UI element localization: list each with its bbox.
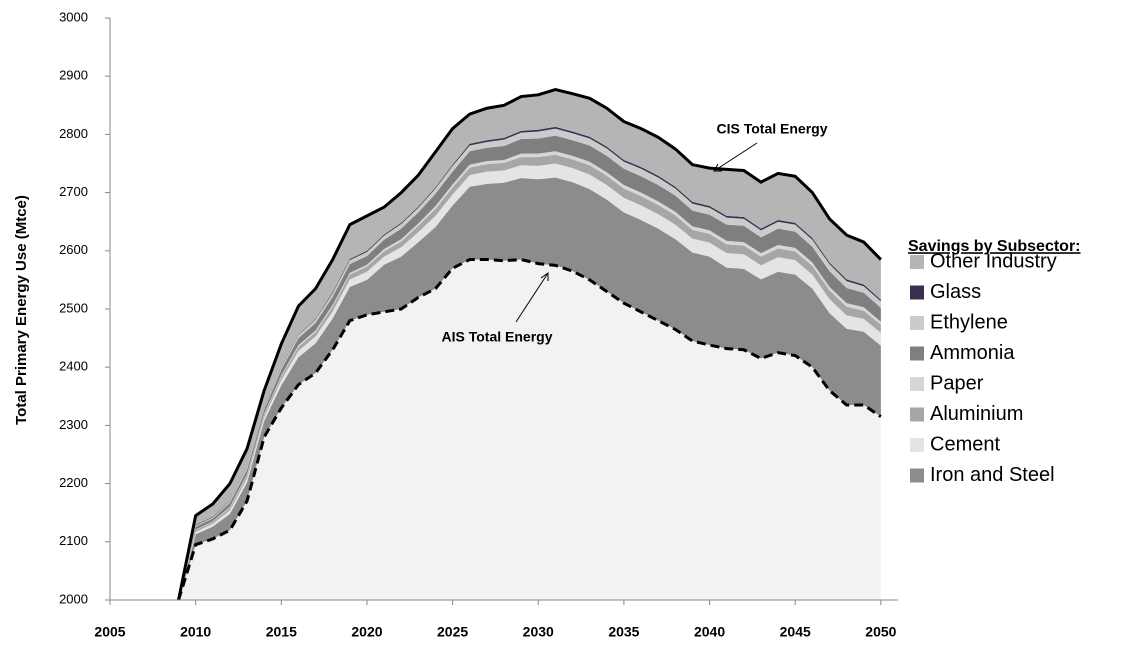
cis-annotation: CIS Total Energy bbox=[717, 121, 828, 137]
x-tick-label: 2025 bbox=[437, 624, 468, 640]
x-tick-label: 2035 bbox=[608, 624, 639, 640]
legend-swatch bbox=[910, 285, 924, 300]
legend-swatch bbox=[910, 346, 924, 361]
legend-label: Ethylene bbox=[930, 311, 1008, 333]
legend-swatch bbox=[910, 438, 924, 452]
legend-label: Paper bbox=[930, 372, 984, 394]
legend-label: Cement bbox=[930, 433, 1000, 455]
legend-label: Ammonia bbox=[930, 342, 1015, 364]
ais-arrow bbox=[515, 272, 549, 323]
x-tick-label: 2045 bbox=[780, 624, 811, 640]
x-tick-label: 2030 bbox=[523, 624, 554, 640]
legend-swatch bbox=[910, 377, 924, 391]
y-tick-label: 2900 bbox=[59, 68, 88, 83]
ais-total-line bbox=[177, 258, 882, 601]
legend-swatch bbox=[910, 468, 924, 483]
y-tick-label: 2300 bbox=[59, 417, 88, 432]
legend-label: Aluminium bbox=[930, 403, 1023, 425]
cis-total-line bbox=[177, 88, 882, 601]
x-tick-label: 2015 bbox=[266, 624, 297, 640]
ais-annotation: AIS Total Energy bbox=[442, 329, 553, 345]
y-tick-label: 3000 bbox=[59, 9, 88, 24]
x-tick-label: 2040 bbox=[694, 624, 725, 640]
y-tick-label: 2200 bbox=[59, 475, 88, 490]
cis-arrow bbox=[713, 142, 758, 172]
legend-swatch bbox=[910, 407, 924, 422]
legend-swatch bbox=[910, 316, 924, 330]
plot-area bbox=[177, 88, 882, 601]
x-tick-label: 2005 bbox=[94, 624, 125, 640]
y-tick-label: 2700 bbox=[59, 184, 88, 199]
y-tick-label: 2000 bbox=[59, 591, 88, 606]
legend-title: Savings by Subsector: bbox=[908, 238, 1081, 255]
legend-swatch bbox=[910, 255, 924, 269]
y-axis-label: Total Primary Energy Use (Mtce) bbox=[13, 195, 30, 425]
y-tick-label: 2500 bbox=[59, 300, 88, 315]
y-tick-label: 2800 bbox=[59, 126, 88, 141]
legend-label: Glass bbox=[930, 281, 981, 303]
y-tick-label: 2600 bbox=[59, 242, 88, 257]
ais-arrow-head bbox=[540, 272, 549, 281]
legend-label: Iron and Steel bbox=[930, 464, 1055, 486]
cis-arrow-head bbox=[713, 163, 722, 172]
y-tick-label: 2100 bbox=[59, 533, 88, 548]
legend-label: Other Industry bbox=[930, 250, 1057, 272]
y-tick-label: 2400 bbox=[59, 359, 88, 374]
x-tick-label: 2050 bbox=[865, 624, 896, 640]
x-tick-label: 2020 bbox=[351, 624, 382, 640]
x-tick-label: 2010 bbox=[180, 624, 211, 640]
area-segment bbox=[178, 177, 881, 600]
